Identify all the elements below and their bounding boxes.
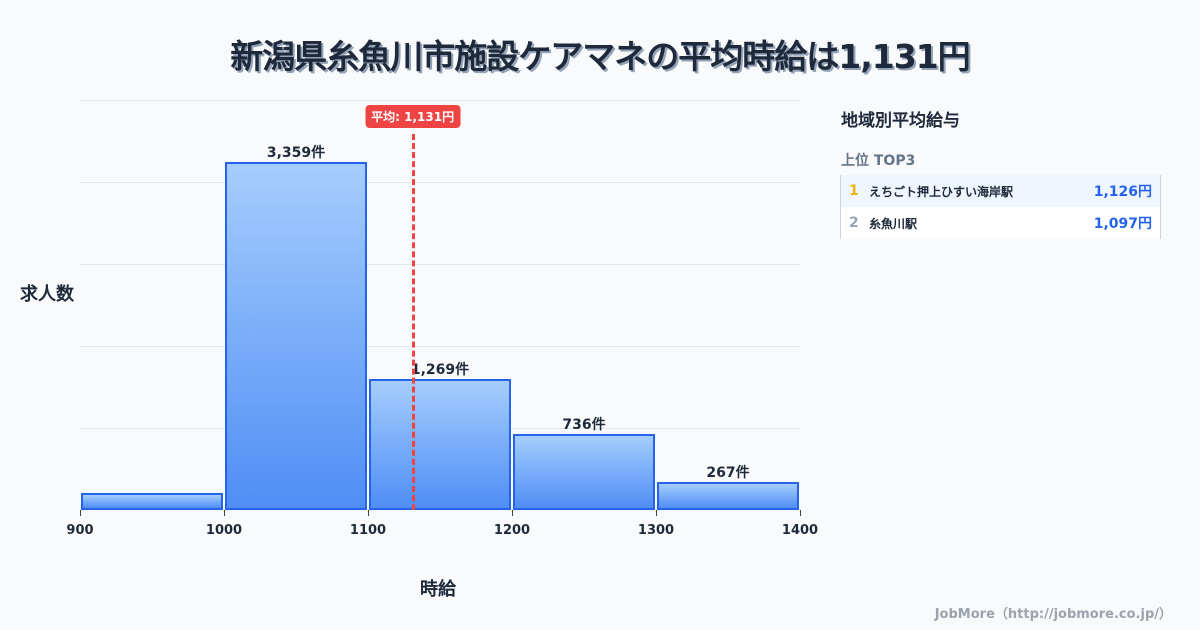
sidebar-title: 地域別平均給与 — [841, 111, 960, 131]
bar-value-label: 3,359件 — [266, 145, 326, 162]
x-tick-label: 900 — [66, 523, 94, 538]
station-name: えちごト押上ひすい海岸駅 — [869, 184, 1014, 199]
x-tick-label: 1300 — [637, 523, 675, 538]
mean-badge: 平均: 1,131円 — [365, 105, 461, 128]
rank-number: 1 — [849, 183, 859, 199]
histogram-plot: 3,359件 1,269件 736件 267件 900 1000 1100 1200 1300… — [66, 100, 818, 538]
page-title: 新潟県糸魚川市施設ケアマネの平均時給は1,131円 — [230, 37, 970, 76]
x-tick-label: 1200 — [493, 523, 531, 538]
footer-credit: JobMore（http://jobmore.co.jp/） — [934, 607, 1172, 622]
x-tick — [80, 510, 81, 516]
bar-value-label: 736件 — [562, 416, 606, 433]
ranking-item: 1 えちごト押上ひすい海岸駅 1,126円 — [841, 175, 1160, 207]
x-tick — [800, 510, 801, 516]
ranking-item: 2 糸魚川駅 1,097円 — [841, 207, 1160, 239]
bar-value-label: 267件 — [706, 465, 750, 482]
gridline — [80, 264, 800, 265]
average-wage: 1,126円 — [1093, 184, 1152, 200]
mean-line — [411, 134, 415, 510]
x-tick — [224, 510, 225, 516]
histogram-bar — [225, 162, 367, 510]
x-tick-label: 1400 — [781, 523, 819, 538]
sidebar-subtitle: 上位 TOP3 — [841, 153, 916, 169]
x-tick — [656, 510, 657, 516]
gridline — [80, 100, 800, 101]
gridline — [80, 182, 800, 183]
histogram-bar — [657, 482, 799, 510]
histogram-bar — [81, 493, 223, 510]
x-tick-label: 1100 — [349, 523, 387, 538]
rank-number: 2 — [849, 215, 859, 231]
histogram-bar — [513, 433, 655, 510]
x-axis-label: 時給 — [420, 579, 456, 600]
gridline — [80, 346, 800, 347]
ranking-list: 1 えちごト押上ひすい海岸駅 1,126円 2 糸魚川駅 1,097円 — [840, 175, 1161, 239]
x-tick — [368, 510, 369, 516]
x-tick — [512, 510, 513, 516]
average-wage: 1,097円 — [1093, 216, 1152, 232]
station-name: 糸魚川駅 — [869, 216, 918, 231]
bar-value-label: 1,269件 — [410, 361, 470, 378]
x-tick-label: 1000 — [205, 523, 243, 538]
histogram-bar — [369, 378, 511, 510]
y-axis-label: 求人数 — [20, 284, 74, 305]
